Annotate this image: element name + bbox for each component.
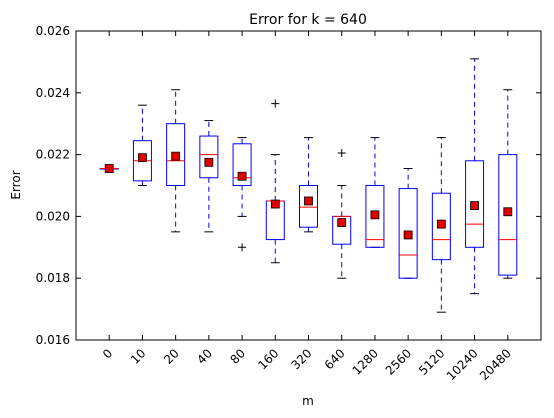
plot-area: 0.016 0.018 0.020 0.022 0.024 0.026 0 10 20 40 80 1… <box>36 24 542 383</box>
y-tick-label: 0.024 <box>36 86 70 100</box>
x-tick-label: 40 <box>194 346 215 367</box>
mean-marker <box>436 219 446 229</box>
x-tick-label: 320 <box>289 346 315 372</box>
x-tick-label: 2560 <box>383 346 414 377</box>
box <box>365 185 385 248</box>
mean-marker <box>337 218 347 227</box>
x-tick-label: 20480 <box>477 346 514 383</box>
mean-marker <box>503 207 513 217</box>
y-axis-title: Error <box>9 170 23 199</box>
outlier-marker <box>337 149 346 158</box>
box <box>398 188 418 279</box>
box <box>465 160 485 248</box>
mean-marker <box>138 153 147 163</box>
y-tick-label: 0.016 <box>36 333 70 347</box>
x-tick-label: 10 <box>128 346 149 367</box>
mean-marker <box>171 151 181 161</box>
x-tick-label: 160 <box>255 346 281 372</box>
x-tick-label: 10240 <box>444 346 481 383</box>
box <box>232 143 252 187</box>
box <box>431 192 451 261</box>
mean-marker <box>204 157 214 167</box>
chart-title: Error for k = 640 <box>249 12 367 28</box>
mean-marker <box>237 171 247 181</box>
x-tick-label: 20 <box>161 346 182 367</box>
outlier-marker <box>271 99 280 108</box>
y-tick-label: 0.022 <box>36 148 70 162</box>
mean-marker <box>270 199 280 209</box>
box <box>299 185 318 228</box>
box <box>498 154 518 276</box>
mean-marker <box>370 210 380 220</box>
x-tick-label: 1280 <box>350 346 381 377</box>
y-tick-label: 0.018 <box>36 271 70 285</box>
y-tick-label: 0.020 <box>36 209 70 223</box>
x-tick-label: 0 <box>100 346 115 361</box>
mean-marker <box>304 196 313 206</box>
box <box>199 135 219 179</box>
outlier-marker <box>238 243 247 252</box>
mean-marker <box>403 230 413 240</box>
mean-marker <box>104 164 114 173</box>
mean-marker <box>470 201 479 210</box>
y-tick-label: 0.026 <box>36 24 70 38</box>
x-tick-label: 80 <box>227 346 248 367</box>
x-axis-title: m <box>302 394 314 408</box>
x-tick-label: 640 <box>322 346 348 372</box>
box <box>166 123 186 186</box>
